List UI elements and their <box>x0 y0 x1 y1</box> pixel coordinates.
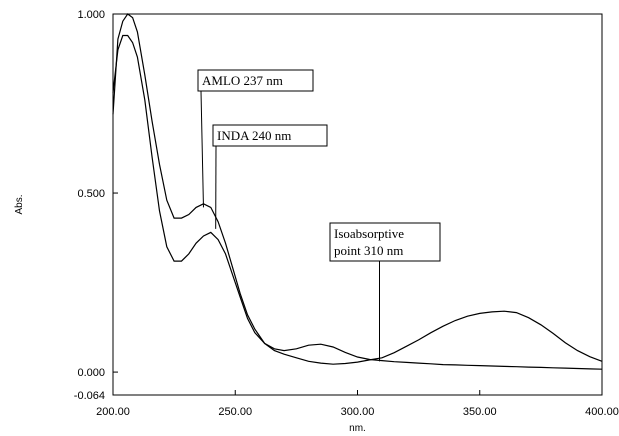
annotation-box-2 <box>212 124 328 147</box>
annotation-text-2: INDA 240 nm <box>217 128 291 143</box>
annotation-text-3-2: point 310 nm <box>334 243 403 258</box>
plot-frame <box>112 13 603 396</box>
annotation-2: INDA 240 nm <box>212 124 328 229</box>
annotation-box-3 <box>329 222 441 262</box>
annotation-1: AMLO 237 nm <box>197 69 314 208</box>
annotation-leader-1 <box>200 90 204 208</box>
x-tick-label-3: 350.00 <box>463 406 497 418</box>
tick-layer: 200.00 250.00 300.00 350.00 400.00 1.000 0.500… <box>74 9 619 418</box>
y-tick-label-0: 1.000 <box>77 9 105 21</box>
annotation-layer: AMLO 237 nm INDA 240 nm Isoabsorptive point… <box>197 69 441 362</box>
y-axis-label: Abs. <box>14 194 25 214</box>
x-tick-label-4: 400.00 <box>585 406 619 418</box>
plot-frame-layer <box>112 13 603 396</box>
x-tick-label-0: 200.00 <box>96 406 130 418</box>
series-line-1 <box>112 13 603 365</box>
annotation-box-1 <box>197 69 314 92</box>
annotation-3: Isoabsorptive point 310 nm <box>329 222 441 362</box>
y-tick-label-3: -0.064 <box>74 390 105 402</box>
annotation-text-3-1: Isoabsorptive <box>334 226 404 241</box>
series-layer <box>112 13 603 370</box>
y-tick-label-2: 0.000 <box>77 367 105 379</box>
x-axis-label: nm. <box>349 423 366 434</box>
series-line-2 <box>112 34 603 370</box>
annotation-text-1: AMLO 237 nm <box>202 73 283 88</box>
y-tick-label-1: 0.500 <box>77 188 105 200</box>
x-tick-label-1: 250.00 <box>218 406 252 418</box>
x-tick-label-2: 300.00 <box>341 406 375 418</box>
